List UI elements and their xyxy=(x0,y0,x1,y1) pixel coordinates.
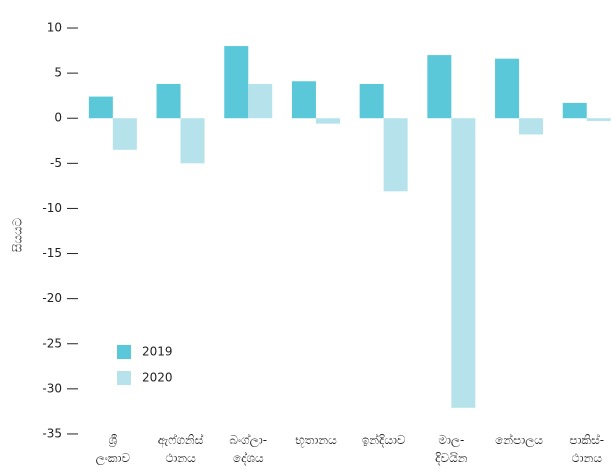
y-axis-label: සියයට xyxy=(11,217,25,252)
y-tick-label: 0 xyxy=(54,111,62,125)
y-tick-label: -35 xyxy=(42,426,62,440)
y-tick-label: -15 xyxy=(42,246,62,260)
y-tick-label: -30 xyxy=(42,381,62,395)
y-tick-label: -10 xyxy=(42,201,62,215)
bar xyxy=(562,102,587,119)
bar xyxy=(427,55,452,119)
y-tick-label: -25 xyxy=(42,336,62,350)
bar xyxy=(495,58,520,119)
x-tick-label: බංග්ලා-දේශය xyxy=(229,433,267,465)
bar xyxy=(451,118,476,408)
bar xyxy=(359,83,384,119)
y-tick-label: -5 xyxy=(50,156,62,170)
bar xyxy=(156,83,181,119)
bar xyxy=(315,118,340,124)
x-tick-label: භූතානය xyxy=(295,433,337,447)
x-tick-label: පාකිස්-ථානය xyxy=(569,432,604,464)
bar xyxy=(224,46,249,119)
x-tick-label: ඇෆ්ගනිස් ථානය xyxy=(158,432,204,464)
bar xyxy=(248,83,273,119)
x-tick-label: ශ්‍රී ලංකාව xyxy=(96,433,131,466)
legend-label: 2019 xyxy=(142,345,173,359)
legend-label: 2020 xyxy=(142,371,173,385)
x-tick-label: මාල-දිවයින xyxy=(435,433,468,465)
bar xyxy=(383,118,408,192)
y-tick-label: -20 xyxy=(42,291,62,305)
legend-swatch xyxy=(117,371,131,385)
y-tick-label: 5 xyxy=(54,66,62,80)
bar xyxy=(180,118,205,164)
x-tick-label: ඉන්දියාව xyxy=(362,432,406,446)
bar xyxy=(88,96,113,119)
y-tick-label: 10 xyxy=(47,21,62,35)
legend-swatch xyxy=(117,345,131,359)
bar xyxy=(112,118,137,150)
bar xyxy=(586,118,611,121)
bar xyxy=(519,118,544,135)
bar xyxy=(291,81,316,119)
x-tick-label: නේපාලය xyxy=(495,432,543,447)
